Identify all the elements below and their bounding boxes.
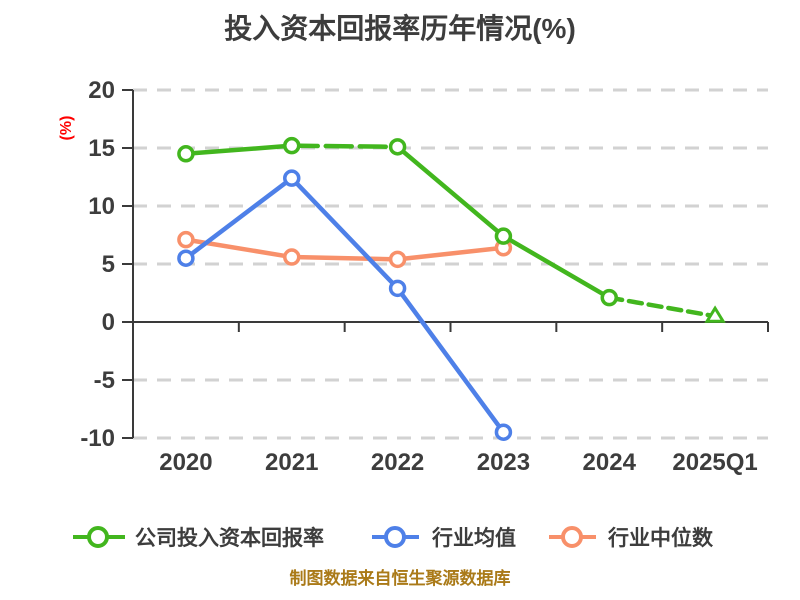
data-point-company-roic [600, 288, 618, 307]
series-line-industry-median [289, 254, 400, 262]
legend: 公司投入资本回报率 行业均值 行业中位数 [73, 526, 714, 550]
x-tick-label: 2021 [265, 449, 318, 476]
x-tick-label: 2023 [477, 449, 530, 476]
x-tick-label: 2025Q1 [672, 449, 757, 476]
x-tick-label: 2024 [583, 449, 637, 476]
data-point-company-roic [177, 145, 195, 163]
axes-layer [122, 89, 769, 439]
y-tick-label: 5 [102, 251, 115, 278]
series-line-industry-median [395, 245, 506, 262]
y-tick-label: 10 [88, 193, 115, 220]
data-point-industry-mean [494, 423, 513, 441]
y-tick-label: 15 [88, 135, 115, 162]
series-line-company-roic [183, 143, 294, 157]
series-line-company-roic [607, 295, 718, 319]
data-point-industry-mean [283, 169, 301, 187]
y-tick-label: -10 [80, 425, 115, 452]
legend-item-company-roic: 公司投入资本回报率 [73, 526, 324, 550]
markers-layer [177, 136, 726, 441]
series-line-industry-mean [395, 286, 506, 435]
series-line-company-roic [289, 143, 400, 150]
data-point-industry-median [177, 230, 195, 249]
data-point-company-roic [283, 136, 301, 155]
series-line-company-roic [395, 144, 506, 239]
legend-label-industry-mean: 行业均值 [431, 526, 516, 550]
legend-marker-industry-mean-icon [384, 526, 406, 548]
series-line-industry-mean [183, 175, 294, 261]
x-tick-label: 2020 [159, 449, 212, 476]
data-point-company-roic [494, 227, 513, 245]
gridlines-layer [133, 88, 768, 440]
x-tick-label: 2022 [371, 449, 424, 476]
data-point-industry-median [388, 250, 407, 269]
legend-marker-company-roic-icon [87, 526, 109, 548]
y-axis-label: (%) [58, 116, 75, 141]
data-point-company-roic [388, 138, 407, 156]
series-line-company-roic [501, 233, 612, 300]
legend-item-industry-median: 行业中位数 [549, 526, 714, 550]
legend-label-industry-median: 行业中位数 [607, 526, 714, 550]
data-point-industry-mean [177, 249, 195, 267]
y-tick-label: 0 [102, 309, 115, 336]
series-line-industry-mean [289, 175, 400, 291]
legend-marker-industry-median-icon [561, 526, 583, 548]
chart-title: 投入资本回报率历年情况(%) [224, 12, 576, 44]
tick-labels-layer: 20 15 10 5 0 -5 -10 2020 2021 2022 2023 2024 2025Q1 [80, 77, 757, 476]
y-tick-label: 20 [88, 77, 115, 104]
legend-item-industry-mean: 行业均值 [372, 526, 516, 550]
y-tick-label: -5 [94, 367, 115, 394]
series-layer [183, 143, 718, 435]
data-point-company-roic [704, 305, 726, 323]
legend-label-company-roic: 公司投入资本回报率 [135, 526, 324, 550]
data-point-industry-median [283, 248, 301, 266]
data-point-industry-mean [388, 279, 407, 298]
caption-source: 制图数据来自恒生聚源数据库 [290, 568, 511, 588]
